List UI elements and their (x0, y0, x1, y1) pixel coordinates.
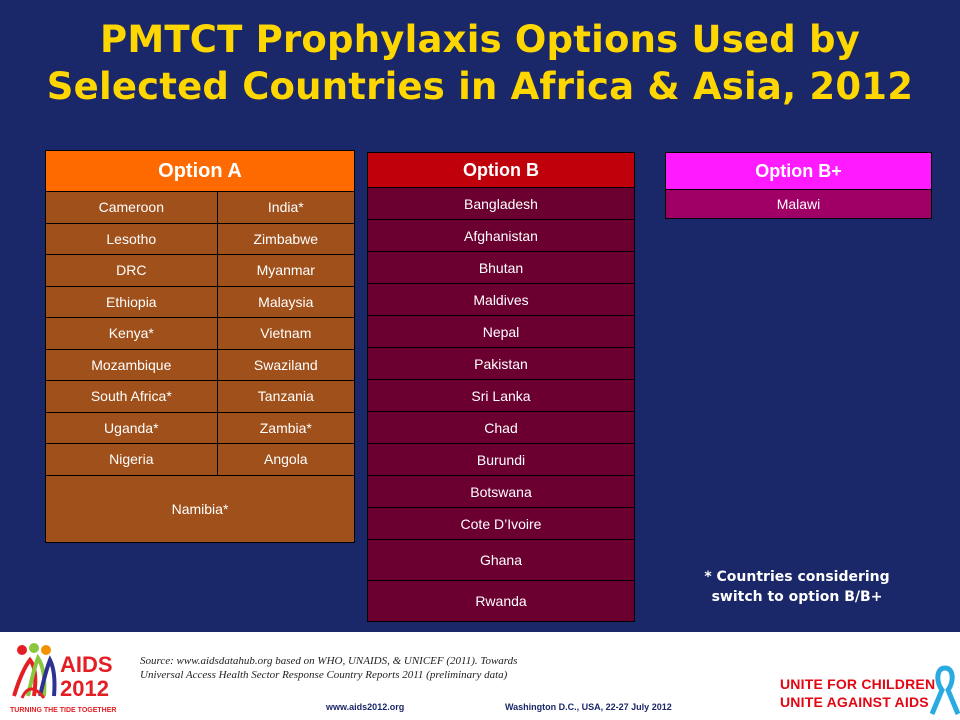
option-a-table: Option A Cameroon India* Lesotho Zimbabwe … (45, 150, 356, 543)
source-line-2: Universal Access Health Sector Response … (140, 669, 508, 681)
unite-for-children-logo: UNITE FOR CHILDREN UNITE AGAINST AIDS (770, 665, 960, 718)
option-a-cell: Myanmar (216, 254, 356, 287)
option-a-cell: Lesotho (45, 222, 218, 255)
option-a-cell: Vietnam (216, 317, 356, 350)
option-a-cell: Swaziland (216, 348, 356, 381)
option-a-cell: India* (216, 191, 356, 224)
logo-year-text: 2012 (60, 676, 109, 701)
option-a-cell: Tanzania (216, 380, 356, 413)
aids-2012-logo: AIDS 2012 TURNING THE TIDE TOGETHER (10, 643, 116, 714)
option-b-header: Option B (367, 152, 635, 188)
footnote-line-2: switch to option B/B+ (711, 589, 883, 605)
option-b-cell: Sri Lanka (367, 379, 635, 412)
option-a-cell: Mozambique (45, 348, 218, 381)
option-a-cell: Zimbabwe (216, 222, 356, 255)
option-a-cell: South Africa* (45, 380, 218, 413)
option-a-header: Option A (45, 150, 355, 192)
option-b-plus-header: Option B+ (665, 152, 932, 190)
option-b-plus-cell: Malawi (665, 189, 932, 219)
option-b-cell: Chad (367, 411, 635, 444)
logo-line-2: UNITE AGAINST AIDS (780, 694, 929, 710)
conference-location: Washington D.C., USA, 22-27 July 2012 (505, 702, 672, 712)
source-line-1: Source: www.aidsdatahub.org based on WHO… (140, 655, 518, 667)
option-a-cell-last: Namibia* (45, 474, 355, 543)
option-b-cell: Ghana (367, 539, 635, 581)
option-b-cell: Bhutan (367, 251, 635, 284)
logo-aids-text: AIDS (60, 652, 113, 677)
option-b-cell: Maldives (367, 283, 635, 316)
option-a-cell: Malaysia (216, 285, 356, 318)
option-a-cell: DRC (45, 254, 218, 287)
title-line-1: PMTCT Prophylaxis Options Used by (100, 18, 860, 61)
option-b-plus-table: Option B+ Malawi (665, 152, 932, 219)
option-b-cell: Bangladesh (367, 187, 635, 220)
option-b-cell: Botswana (367, 475, 635, 508)
title-line-2: Selected Countries in Africa & Asia, 201… (46, 65, 914, 108)
slide-title: PMTCT Prophylaxis Options Used by Select… (0, 16, 960, 110)
option-a-cell: Zambia* (216, 411, 356, 444)
option-b-cell: Pakistan (367, 347, 635, 380)
option-b-cell: Afghanistan (367, 219, 635, 252)
option-a-cell: Uganda* (45, 411, 218, 444)
option-a-cell: Cameroon (45, 191, 218, 224)
option-b-cell: Cote D’Ivoire (367, 507, 635, 540)
option-b-table: Option B Bangladesh Afghanistan Bhutan M… (367, 152, 635, 622)
option-a-cell: Ethiopia (45, 285, 218, 318)
footnote: * Countries considering switch to option… (652, 567, 942, 607)
option-b-cell: Rwanda (367, 580, 635, 622)
conference-url[interactable]: www.aids2012.org (326, 702, 405, 712)
option-a-cell: Kenya* (45, 317, 218, 350)
footnote-line-1: * Countries considering (704, 569, 890, 585)
option-b-cell: Burundi (367, 443, 635, 476)
aids-ribbon-icon (930, 665, 960, 715)
option-a-cell: Nigeria (45, 443, 218, 476)
source-citation: Source: www.aidsdatahub.org based on WHO… (140, 654, 517, 682)
option-a-cell: Angola (216, 443, 356, 476)
option-b-cell: Nepal (367, 315, 635, 348)
logo-line-1: UNITE FOR CHILDREN (780, 676, 936, 692)
footer: AIDS 2012 TURNING THE TIDE TOGETHER Sour… (0, 632, 960, 720)
logo-tagline-text: TURNING THE TIDE TOGETHER (10, 707, 116, 714)
